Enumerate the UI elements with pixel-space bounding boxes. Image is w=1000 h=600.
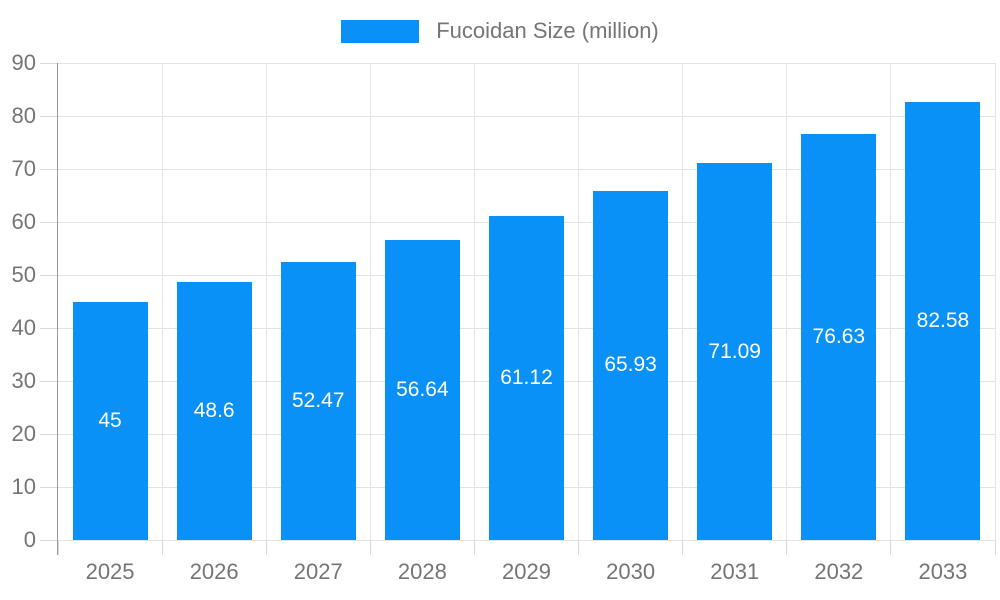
y-axis-label: 90 (11, 50, 36, 75)
bar[interactable] (697, 163, 773, 540)
bar-value-label: 61.12 (500, 366, 553, 390)
x-axis-label: 2025 (85, 559, 135, 584)
y-axis-tick (40, 433, 58, 435)
x-axis-tick (369, 540, 371, 555)
v-gridline (578, 63, 580, 540)
bar-value-label: 71.09 (708, 339, 761, 363)
bar[interactable] (72, 301, 148, 540)
y-axis-label: 40 (11, 315, 36, 340)
x-axis-tick (786, 540, 788, 555)
y-axis-tick (40, 486, 58, 488)
y-axis-label: 0 (23, 527, 36, 552)
y-axis-label: 20 (11, 421, 36, 446)
x-axis-label: 2028 (397, 559, 447, 584)
x-axis-tick (890, 540, 892, 555)
y-axis-line (57, 63, 58, 555)
bar[interactable] (593, 190, 669, 540)
h-gridline (58, 539, 995, 541)
h-gridline (58, 115, 995, 117)
v-gridline (890, 63, 892, 540)
x-axis-label: 2030 (606, 559, 656, 584)
x-axis-label: 2026 (189, 559, 239, 584)
bar-value-label: 52.47 (291, 388, 345, 412)
bar[interactable] (280, 261, 356, 540)
bar[interactable] (384, 239, 460, 540)
y-axis-label: 80 (11, 103, 36, 128)
x-axis-tick (473, 540, 475, 555)
legend[interactable]: Fucoidan Size (million) (0, 18, 1000, 44)
x-axis-label: 2033 (918, 559, 968, 584)
y-axis-tick (40, 539, 58, 541)
y-axis-label: 60 (11, 209, 36, 234)
h-gridline (58, 62, 995, 64)
x-axis-tick (161, 540, 163, 555)
x-axis-label: 2027 (293, 559, 343, 584)
y-axis-label: 50 (11, 262, 36, 287)
y-axis-tick (40, 327, 58, 329)
bar[interactable] (176, 282, 252, 540)
bar[interactable] (905, 102, 981, 540)
v-gridline (265, 63, 267, 540)
bar-value-label: 56.64 (396, 377, 449, 401)
x-axis-tick (682, 540, 684, 555)
y-axis-tick (40, 380, 58, 382)
bar-value-label: 45 (98, 408, 122, 432)
bar[interactable] (801, 133, 877, 540)
v-gridline (994, 63, 996, 540)
y-axis-tick (40, 115, 58, 117)
y-axis-label: 30 (11, 368, 36, 393)
bar-value-label: 65.93 (604, 353, 657, 377)
bar-value-label: 76.63 (812, 324, 866, 348)
v-gridline (473, 63, 475, 540)
v-gridline (369, 63, 371, 540)
y-axis-tick (40, 168, 58, 170)
v-gridline (161, 63, 163, 540)
x-axis-tick (578, 540, 580, 555)
bar[interactable] (489, 216, 564, 540)
x-axis-tick (994, 540, 996, 555)
bar-value-label: 48.6 (193, 399, 235, 423)
h-gridline (58, 168, 995, 170)
y-axis-label: 70 (11, 156, 36, 181)
v-gridline (682, 63, 684, 540)
x-axis-tick (265, 540, 267, 555)
v-gridline (786, 63, 788, 540)
y-axis-tick (40, 221, 58, 223)
x-axis-label: 2031 (710, 559, 760, 584)
x-axis-tick (57, 540, 59, 555)
y-axis-label: 10 (11, 474, 36, 499)
legend-swatch (341, 19, 420, 43)
x-axis-label: 2029 (502, 559, 551, 584)
y-axis-tick (40, 62, 58, 64)
x-axis-label: 2032 (814, 559, 864, 584)
legend-label: Fucoidan Size (million) (436, 18, 659, 43)
bar-value-label: 82.58 (916, 309, 970, 333)
y-axis-tick (40, 274, 58, 276)
